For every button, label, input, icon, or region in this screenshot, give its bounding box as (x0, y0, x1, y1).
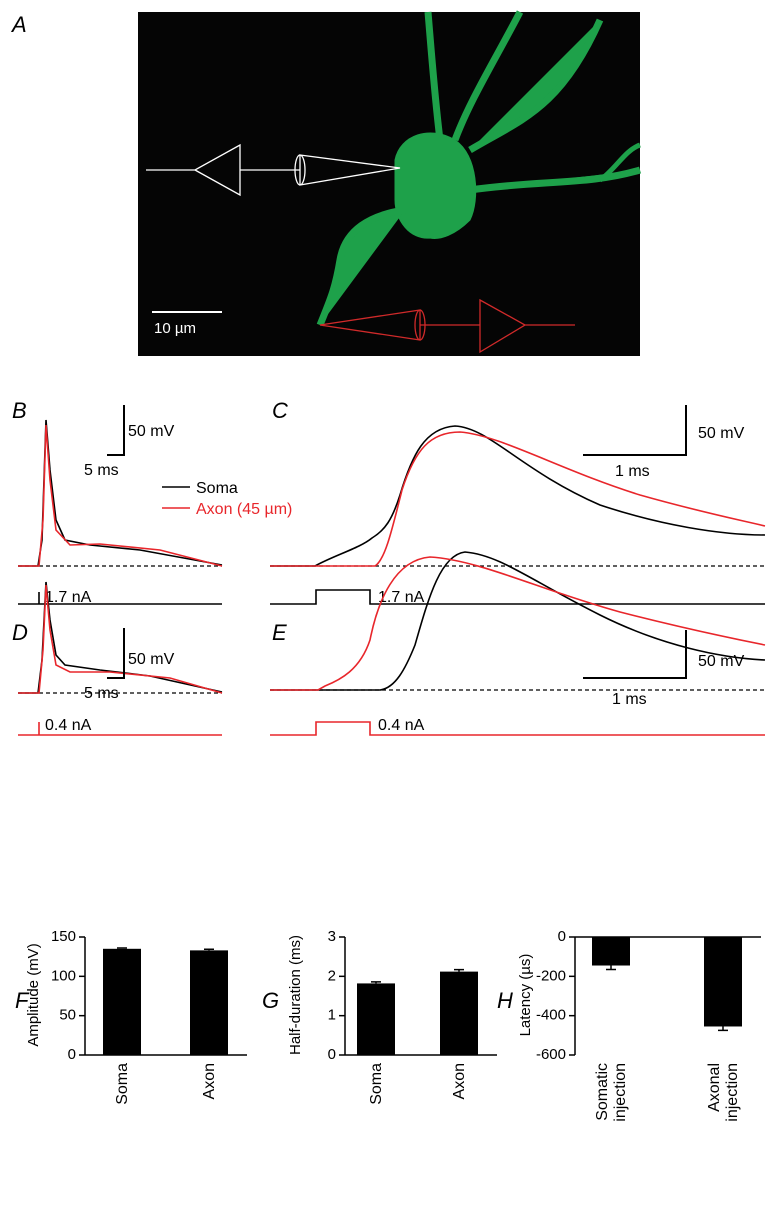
figure: 10 µm A B C D E F G H 50 mV 5 ms 1.7 nA … (0, 0, 769, 1208)
y-tick-label: 0 (328, 1046, 336, 1063)
stimulus-label: 1.7 nA (45, 589, 92, 606)
y-tick-label: 3 (328, 928, 336, 945)
panel-label: G (262, 988, 279, 1013)
y-tick-label: 0 (68, 1046, 76, 1063)
legend-label: Axon (45 µm) (196, 501, 292, 518)
scale-y-label: 50 mV (698, 425, 745, 442)
legend-label: Soma (196, 480, 238, 497)
stimulus-label: 1.7 nA (378, 589, 425, 606)
y-axis-label: Half-duration (ms) (287, 935, 304, 1055)
x-tick-label: Somaticinjection (594, 1063, 629, 1122)
error-bar (204, 949, 214, 950)
panel-label: D (12, 620, 28, 645)
panel-label: B (12, 398, 27, 423)
trace-panel: 50 mV 1 ms 1.7 nA (270, 405, 765, 606)
error-bar (718, 1026, 728, 1030)
panel-label: C (272, 398, 288, 423)
x-tick-label: Soma (114, 1063, 131, 1105)
x-tick-label: Axon (201, 1063, 218, 1099)
y-axis-label: Amplitude (mV) (25, 943, 42, 1046)
y-tick-label: -600 (536, 1046, 566, 1063)
scale-x-label: 5 ms (84, 462, 119, 479)
y-tick-label: 1 (328, 1007, 336, 1024)
error-bar (454, 970, 464, 972)
error-bar (117, 948, 127, 949)
scale-x-label: 1 ms (615, 463, 650, 480)
y-tick-label: -400 (536, 1007, 566, 1024)
scale-y-label: 50 mV (698, 653, 745, 670)
scale-bar-label: 10 µm (154, 320, 196, 337)
error-bar (371, 982, 381, 984)
bar (103, 949, 141, 1055)
scale-x-label: 5 ms (84, 685, 119, 702)
y-tick-label: 0 (558, 928, 566, 945)
micrograph: 10 µm (138, 12, 640, 356)
y-tick-label: 2 (328, 967, 336, 984)
bar (190, 950, 228, 1055)
panel-label: E (272, 620, 287, 645)
y-tick-label: 50 (59, 1007, 76, 1024)
x-tick-label: Axonalinjection (706, 1063, 741, 1122)
y-tick-label: -200 (536, 967, 566, 984)
y-axis-label: Latency (µs) (517, 954, 534, 1037)
trace-panel: 50 mV 1 ms 0.4 nA (270, 552, 765, 735)
x-tick-label: Soma (368, 1063, 385, 1105)
stimulus-label: 0.4 nA (378, 717, 425, 734)
panel-label: A (10, 12, 27, 37)
panel-label: H (497, 988, 513, 1013)
trace-panel: 50 mV 5 ms 1.7 nA Soma Axon (45 µm) (18, 405, 292, 606)
bar (357, 983, 395, 1055)
x-tick-label: Axon (451, 1063, 468, 1099)
stimulus-label: 0.4 nA (45, 717, 92, 734)
scale-y-label: 50 mV (128, 651, 175, 668)
scale-x-label: 1 ms (612, 691, 647, 708)
trace-panel: 50 mV 5 ms 0.4 nA (18, 582, 222, 735)
y-tick-label: 150 (51, 928, 76, 945)
bar (704, 937, 742, 1026)
scale-y-label: 50 mV (128, 423, 175, 440)
y-tick-label: 100 (51, 967, 76, 984)
error-bar (606, 966, 616, 970)
bar (440, 972, 478, 1055)
bar (592, 937, 630, 966)
